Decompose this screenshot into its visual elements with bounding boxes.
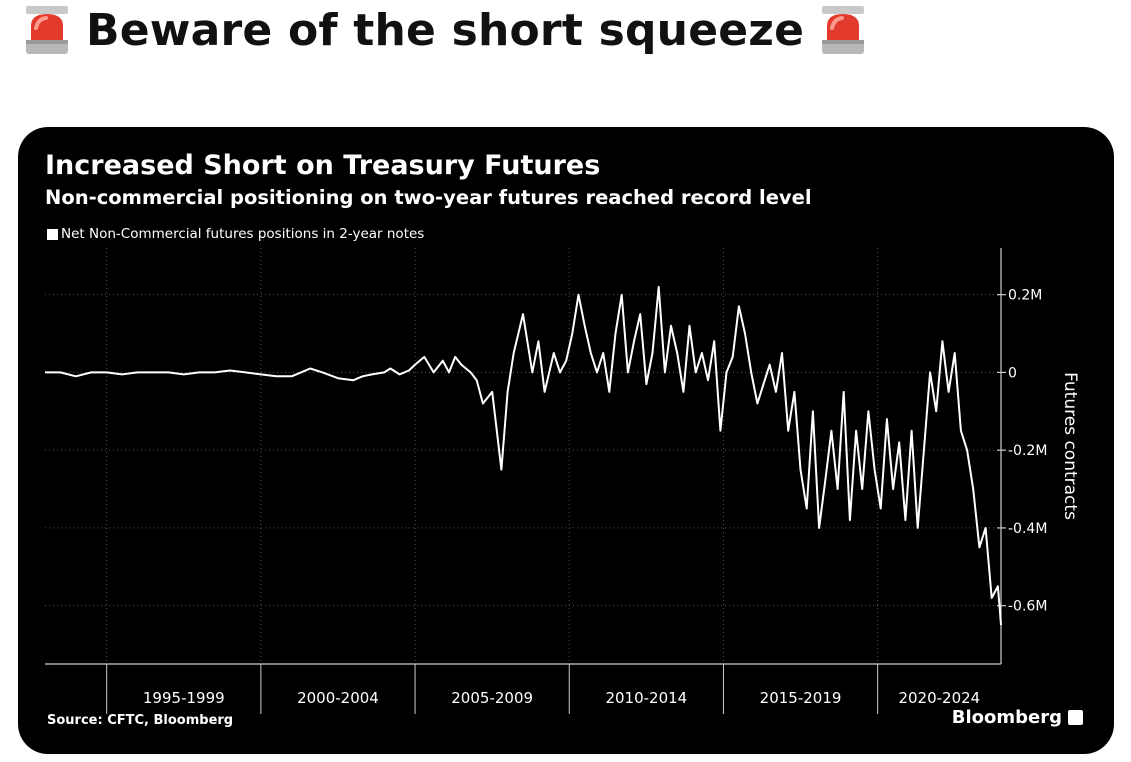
x-period-label: 2010-2014 (605, 689, 687, 707)
chart-panel: Increased Short on Treasury Futures Non-… (39, 148, 1089, 736)
x-period-label: 1995-1999 (143, 689, 225, 707)
chart-source: Source: CFTC, Bloomberg (47, 713, 233, 728)
y-axis-title: Futures contracts (1060, 372, 1080, 520)
x-period-label: 2020-2024 (898, 689, 980, 707)
y-tick-label: -0.2M (1008, 443, 1047, 459)
y-tick-label: -0.6M (1008, 599, 1047, 615)
brand-label: Bloomberg (952, 707, 1062, 728)
y-tick-label: 0 (1008, 365, 1017, 381)
post-title: Beware of the short squeeze (86, 5, 804, 56)
chart-plot: 0.2M 0 -0.2M -0.4M -0.6M Futures contracts 199… (39, 148, 1089, 736)
post-header: Beware of the short squeeze (22, 0, 868, 60)
x-period-label: 2000-2004 (297, 689, 379, 707)
bloomberg-logo: Bloomberg (952, 707, 1083, 728)
police-siren-icon (818, 2, 868, 58)
bloomberg-mark-icon (1068, 710, 1083, 725)
series-line (45, 287, 1001, 625)
y-tick-label: -0.4M (1008, 521, 1047, 537)
x-period-label: 2005-2009 (451, 689, 533, 707)
x-period-label: 2015-2019 (760, 689, 842, 707)
y-tick-label: 0.2M (1008, 288, 1042, 304)
police-siren-icon (22, 2, 72, 58)
